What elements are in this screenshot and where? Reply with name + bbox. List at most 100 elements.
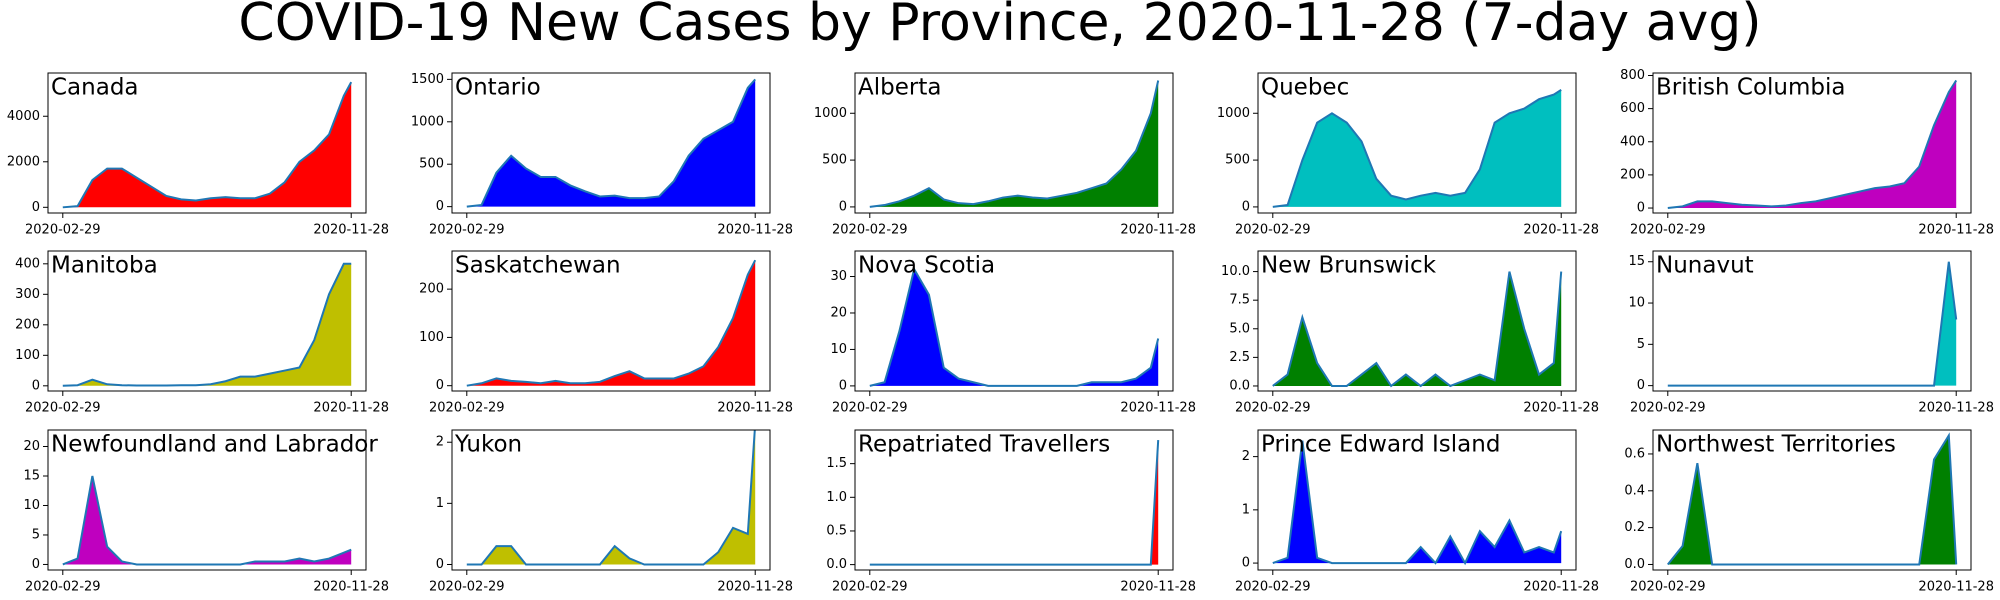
subplot: 0 500 1000 2020-02-29 2020-11-28 Alberta <box>814 72 1196 238</box>
area-fill <box>1667 261 1957 386</box>
y-tick-label: 1 <box>436 496 444 511</box>
plot-area <box>869 440 1160 566</box>
subplot: 0 200 400 600 800 2020-02-29 2020-11-28 British… <box>1620 68 1994 238</box>
subplot-title: Nunavut <box>1656 253 1754 279</box>
x-tick-label: 2020-02-29 <box>25 223 101 238</box>
x-tick-label: 2020-02-29 <box>1630 401 1706 416</box>
area-fill <box>62 82 352 208</box>
y-tick-label: 10 <box>1628 296 1645 311</box>
axes-frame <box>1652 250 1972 392</box>
plot-area <box>466 78 756 208</box>
y-tick-label: 5 <box>32 527 40 542</box>
y-tick-label: 300 <box>15 287 40 302</box>
subplot-title: Nova Scotia <box>858 253 995 279</box>
x-tick-label: 2020-02-29 <box>832 401 908 416</box>
y-tick-label: 0.5 <box>826 523 847 538</box>
subplot-title: Northwest Territories <box>1656 432 1896 458</box>
y-tick-label: 0 <box>1637 201 1645 216</box>
axes-frame <box>1652 429 1972 571</box>
series-line <box>1667 432 1958 566</box>
x-tick-label: 2020-11-28 <box>1120 223 1196 238</box>
y-tick-label: 2000 <box>7 154 40 169</box>
plot-area <box>62 81 353 209</box>
y-tick-label: 0 <box>32 378 40 393</box>
subplot: 0.0 2.5 5.0 7.5 10.0 2020-02-29 2020-11-28 New … <box>1221 250 1599 416</box>
y-tick-label: 400 <box>1620 134 1645 149</box>
x-tick-label: 2020-02-29 <box>832 223 908 238</box>
x-tick-label: 2020-11-28 <box>1918 401 1994 416</box>
subplot-title: Newfoundland and Labrador <box>51 432 378 458</box>
series-line <box>869 80 1160 208</box>
y-tick-label: 0.2 <box>1624 520 1645 535</box>
axes-frame <box>1257 250 1577 392</box>
y-tick-label: 0.6 <box>1624 446 1645 461</box>
subplot: 0 100 200 300 400 2020-02-29 2020-11-28 Manitob… <box>15 250 389 416</box>
y-tick-label: 30 <box>830 269 847 284</box>
axes-frame <box>451 250 771 392</box>
y-tick-label: 5.0 <box>1229 321 1250 336</box>
x-tick-label: 2020-02-29 <box>429 580 505 595</box>
axes-frame <box>451 72 771 214</box>
y-tick-label: 0 <box>1242 199 1250 214</box>
subplot-title: Prince Edward Island <box>1261 432 1500 458</box>
area-fill <box>869 440 1159 565</box>
subplot-title: Canada <box>51 75 139 101</box>
x-tick-label: 2020-11-28 <box>1523 223 1599 238</box>
series-line <box>1272 440 1563 566</box>
y-tick-label: 1.5 <box>826 456 847 471</box>
area-fill <box>466 430 756 565</box>
x-tick-label: 2020-11-28 <box>717 401 793 416</box>
subplot: 0 2000 4000 2020-02-29 2020-11-28 Canada <box>7 72 389 238</box>
y-tick-label: 10.0 <box>1221 264 1250 279</box>
plot-area <box>1667 261 1958 387</box>
plot-area <box>466 259 757 387</box>
subplot: 0.0 0.2 0.4 0.6 2020-02-29 2020-11-28 Northwes… <box>1624 429 1994 595</box>
x-tick-label: 2020-02-29 <box>429 223 505 238</box>
x-tick-label: 2020-02-29 <box>429 401 505 416</box>
y-tick-label: 100 <box>419 330 444 345</box>
x-tick-label: 2020-02-29 <box>1630 223 1706 238</box>
area-fill <box>62 263 352 386</box>
y-tick-label: 4000 <box>7 109 40 124</box>
subplot-title: New Brunswick <box>1261 253 1437 279</box>
series-line <box>62 262 352 387</box>
y-tick-label: 0.0 <box>1229 378 1250 393</box>
subplot: 0 1 2 2020-02-29 2020-11-28 Yukon <box>429 429 793 595</box>
subplot: 0 1 2 2020-02-29 2020-11-28 Prince Edward Isl… <box>1235 429 1599 595</box>
x-tick-label: 2020-02-29 <box>25 401 101 416</box>
plot-area <box>1272 440 1563 566</box>
subplot-title: British Columbia <box>1656 75 1846 101</box>
y-tick-label: 15 <box>1628 254 1645 269</box>
plot-area <box>62 262 352 387</box>
series-line <box>1272 271 1563 388</box>
y-tick-label: 20 <box>23 439 40 454</box>
series-line <box>466 259 757 387</box>
plot-area <box>1667 79 1958 210</box>
x-tick-label: 2020-02-29 <box>1235 223 1311 238</box>
subplot-title: Repatriated Travellers <box>858 432 1110 458</box>
x-tick-label: 2020-11-28 <box>313 223 389 238</box>
plot-area <box>869 266 1160 387</box>
axes-frame <box>47 250 367 392</box>
axes-frame <box>854 250 1174 392</box>
y-tick-label: 600 <box>1620 101 1645 116</box>
area-fill <box>466 260 756 386</box>
series-line <box>62 81 353 209</box>
y-tick-label: 200 <box>1620 167 1645 182</box>
plot-area <box>466 430 756 566</box>
axes-frame <box>854 429 1174 571</box>
subplot-title: Alberta <box>858 75 941 101</box>
x-tick-label: 2020-02-29 <box>1630 580 1706 595</box>
area-fill <box>869 269 1159 386</box>
x-tick-label: 2020-11-28 <box>1523 580 1599 595</box>
y-tick-label: 0 <box>1637 378 1645 393</box>
x-tick-label: 2020-11-28 <box>313 401 389 416</box>
subplot: 0 5 10 15 2020-02-29 2020-11-28 Nunavut <box>1628 250 1994 416</box>
x-tick-label: 2020-11-28 <box>1918 580 1994 595</box>
y-tick-label: 2 <box>436 435 444 450</box>
subplot: 0.0 0.5 1.0 1.5 2020-02-29 2020-11-28 Repatria… <box>826 429 1196 595</box>
y-tick-label: 100 <box>15 348 40 363</box>
y-tick-label: 0 <box>839 378 847 393</box>
y-tick-label: 1000 <box>1217 106 1250 121</box>
